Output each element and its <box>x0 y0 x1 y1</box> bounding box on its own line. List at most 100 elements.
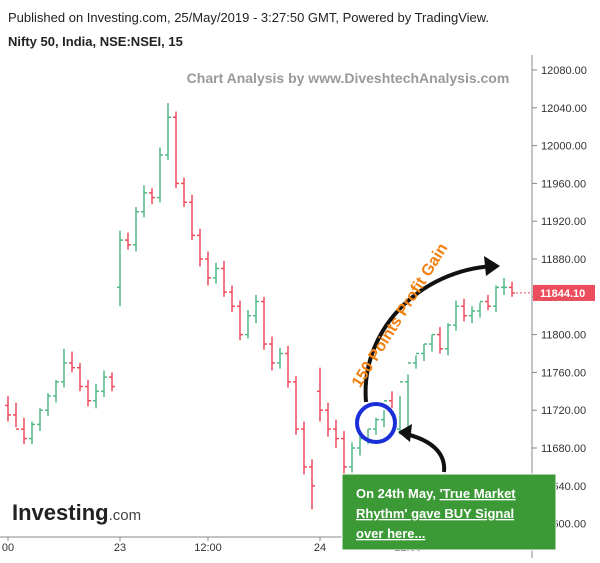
ohlc-bar <box>509 281 515 297</box>
last-price-box <box>533 284 595 301</box>
ohlc-bar <box>85 379 91 407</box>
ohlc-bar <box>501 277 507 295</box>
note-line: On 24th May, 'True Market <box>356 486 516 501</box>
pointer-arrow <box>405 432 447 473</box>
ohlc-bar <box>101 370 107 397</box>
y-tick-label: 11960.00 <box>541 178 586 190</box>
ohlc-bar <box>269 336 275 371</box>
signal-circle <box>355 402 397 444</box>
y-tick-label: 12040.00 <box>541 103 587 115</box>
ohlc-bar <box>261 296 267 350</box>
ohlc-bar <box>149 188 155 205</box>
symbol: Nifty 50, India, NSE:NSEI, 15 <box>8 34 183 49</box>
ohlc-bar <box>477 300 483 318</box>
ohlc-bar <box>181 177 187 208</box>
pointer-head <box>398 424 412 442</box>
y-tick-label: 12080.00 <box>541 65 587 77</box>
ohlc-bar <box>413 352 419 369</box>
note-part: 'True Market <box>440 486 517 501</box>
ohlc-bar <box>69 351 75 373</box>
ohlc-bar <box>77 362 83 392</box>
ohlc-bar <box>421 343 427 362</box>
ohlc-bar <box>165 103 171 160</box>
ohlc-bar <box>341 430 347 475</box>
ohlc-bar <box>429 333 435 352</box>
ohlc-bar <box>245 310 251 339</box>
ohlc-bar <box>221 260 227 297</box>
ohlc-bar <box>301 421 307 475</box>
logo-main: Investing <box>12 500 109 525</box>
note: On 24th May, 'True Market Rhythm' gave BU… <box>356 486 516 541</box>
arrow-head <box>484 256 500 276</box>
plot: 11600.0011640.0011680.0011720.0011760.00… <box>2 65 595 554</box>
ohlc-bar <box>37 408 43 431</box>
y-tick-label: 11720.00 <box>541 405 586 417</box>
ohlc-bar <box>317 367 323 422</box>
ohlc-bar <box>285 345 291 388</box>
ohlc-bar <box>277 347 283 369</box>
ohlc-bar <box>109 372 115 392</box>
ohlc-bar <box>13 402 19 430</box>
ohlc-bar <box>381 400 387 428</box>
note-part: On 24th May, <box>356 486 440 501</box>
ohlc-bar <box>309 459 315 510</box>
x-tick-label: 24 <box>314 542 326 554</box>
ohlc-bar <box>405 362 411 433</box>
y-tick-label: 11680.00 <box>541 443 586 455</box>
ohlc-bar <box>21 417 27 445</box>
ohlc-bar <box>333 419 339 448</box>
note-line: over here... <box>356 526 425 541</box>
note-line: Rhythm' gave BUY Signal <box>356 506 514 521</box>
ohlc-bar <box>349 442 355 473</box>
ohlc-bar <box>229 285 235 312</box>
note-box <box>341 473 557 551</box>
ohlc-bar <box>197 228 203 267</box>
ohlc-bar <box>93 383 99 409</box>
note-part: Rhythm' gave BUY Signal <box>356 506 514 521</box>
y-tick-label: 11880.00 <box>541 254 586 266</box>
watermark: Chart Analysis by www.DiveshtechAnalysis… <box>187 70 510 86</box>
y-tick-label: 11920.00 <box>541 216 586 228</box>
ohlc-bar <box>253 294 259 324</box>
x-tick-label: 00 <box>2 542 14 554</box>
ohlc-bar <box>325 402 331 437</box>
y-tick-label: 11800.00 <box>541 330 586 342</box>
ohlc-bar <box>373 417 379 435</box>
logo-suffix: .com <box>109 507 142 524</box>
ohlc-bar <box>453 300 459 331</box>
ohlc-bar <box>157 147 163 203</box>
ohlc-bar <box>485 294 491 311</box>
ohlc-bar <box>469 306 475 324</box>
y-tick-label: 12000.00 <box>541 141 587 153</box>
ohlc-bar <box>117 230 123 307</box>
note-part: over here... <box>356 526 425 541</box>
last-price-label: 11844.10 <box>540 288 585 300</box>
profit-annotation: 150 Points Profit Gain <box>349 241 452 391</box>
ohlc-bar <box>293 376 299 435</box>
curved-arrow <box>363 264 495 403</box>
ohlc-bar <box>141 185 147 218</box>
y-tick-label: 11760.00 <box>541 367 586 379</box>
ohlc-bar <box>61 348 67 388</box>
ohlc-bar <box>437 327 443 354</box>
ohlc-bar <box>53 379 59 403</box>
ohlc-bar <box>189 194 195 241</box>
ohlc-bar <box>397 381 403 435</box>
ohlc-bar <box>205 251 211 286</box>
ohlc-bar <box>213 262 219 284</box>
published: Published on Investing.com, 25/May/2019 … <box>8 10 489 25</box>
ohlc-bar <box>29 421 35 445</box>
ohlc-bar <box>5 396 11 422</box>
ohlc-bar <box>133 207 139 252</box>
x-tick-label: 23 <box>114 542 126 554</box>
ohlc-bar <box>45 393 51 416</box>
logo: Investing.com <box>12 500 141 525</box>
ohlc-bar <box>237 300 243 341</box>
ohlc-bar <box>461 298 467 322</box>
x-tick-label: 12:00 <box>194 542 222 554</box>
ohlc-bar <box>493 285 499 312</box>
ohlc-bar <box>125 232 131 250</box>
ohlc-bar <box>445 323 451 356</box>
ohlc-bar <box>173 111 179 189</box>
